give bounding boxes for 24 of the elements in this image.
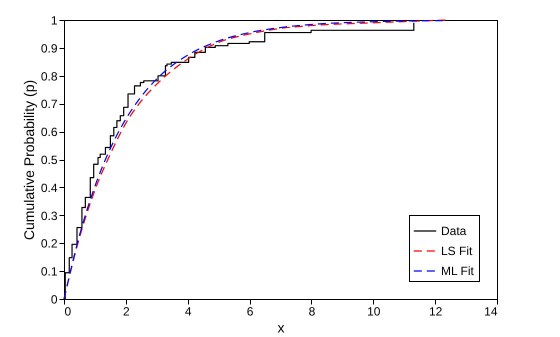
y-tick-label: 0.8 — [40, 69, 58, 84]
y-tick-label: 0.2 — [40, 236, 58, 251]
legend-label: LS Fit — [441, 244, 474, 258]
legend-label: ML Fit — [441, 264, 475, 278]
y-tick-label: 0.1 — [40, 264, 58, 279]
y-tick-label: 1 — [50, 14, 58, 28]
x-tick-label: 14 — [484, 304, 498, 318]
x-tick-label: 12 — [428, 304, 443, 318]
x-tick-label: 0 — [64, 304, 72, 318]
y-tick-label: 0.7 — [40, 97, 58, 112]
y-tick-label: 0.3 — [40, 208, 58, 223]
x-tick-label: 10 — [367, 304, 381, 318]
y-tick-label: 0.5 — [40, 153, 58, 167]
legend-label: Data — [441, 224, 467, 238]
x-axis-title: x — [278, 320, 284, 336]
x-tick-label: 6 — [246, 304, 254, 318]
x-tick-label: 4 — [184, 304, 192, 318]
y-tick-label: 0 — [50, 292, 58, 306]
y-axis-title: Cumulative Probability (p) — [20, 80, 37, 240]
x-tick-label: 2 — [123, 304, 130, 318]
x-tick-label: 8 — [308, 304, 316, 318]
y-tick-label: 0.4 — [40, 180, 58, 195]
y-tick-label: 0.6 — [40, 125, 58, 140]
y-tick-label: 0.9 — [40, 41, 58, 56]
